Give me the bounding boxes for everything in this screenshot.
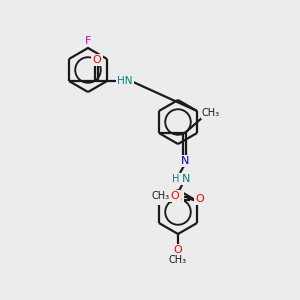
Text: HN: HN [117,76,133,86]
Text: CH₃: CH₃ [152,191,170,201]
Text: N: N [181,156,189,166]
Text: S: S [173,193,182,206]
Text: F: F [85,36,91,46]
Text: O: O [171,191,179,201]
Text: H: H [172,174,180,184]
Text: O: O [196,194,204,204]
Text: O: O [174,245,182,255]
Text: CH₃: CH₃ [169,255,187,265]
Text: O: O [93,55,101,65]
Text: O: O [153,194,161,204]
Text: N: N [182,174,190,184]
Text: CH₃: CH₃ [202,108,220,118]
